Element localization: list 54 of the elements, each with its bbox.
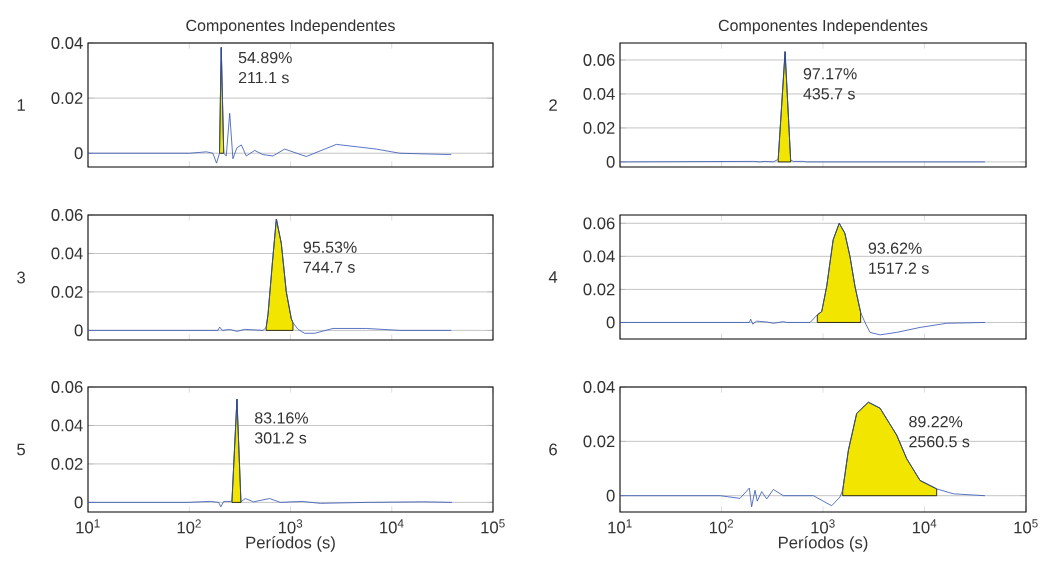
- y-tick-label: 0: [74, 496, 83, 509]
- y-tick-label: 0.02: [51, 92, 83, 105]
- x-tick-label: 10$^{4}$: [380, 519, 404, 534]
- x-tick-label: 10$^{3}$: [811, 519, 835, 534]
- y-axis-title: 5: [17, 443, 25, 456]
- y-tick-label: 0.06: [51, 381, 83, 393]
- y-tick-label: 0: [74, 147, 83, 160]
- x-tick-label: 10$^{1}$: [608, 519, 632, 534]
- annotation: 83.16%: [255, 412, 309, 424]
- x-tick-label: 10$^{5}$: [1014, 519, 1038, 534]
- y-tick-label: 0: [606, 489, 615, 502]
- y-tick-label: 0.02: [583, 435, 615, 448]
- annotation: 2560.5 s: [909, 436, 970, 448]
- y-tick-label: 0.04: [51, 419, 83, 432]
- y-tick-label: 0.02: [51, 458, 83, 470]
- y-tick-label: 0.04: [583, 88, 615, 100]
- annotation: 89.22%: [909, 416, 963, 428]
- x-tick-label: 10$^{2}$: [177, 519, 201, 534]
- x-tick-label: 10$^{1}$: [76, 519, 100, 534]
- y-axis-title: 6: [549, 443, 557, 456]
- y-tick-label: 0.04: [583, 250, 615, 263]
- y-axis-title: 4: [548, 271, 558, 283]
- y-axis-title: 1: [17, 99, 25, 111]
- annotation: 435.7 s: [803, 88, 855, 100]
- y-tick-label: 0.02: [583, 122, 615, 134]
- annotation: 744.7 s: [303, 261, 355, 273]
- x-tick-label: 10$^{4}$: [912, 519, 937, 534]
- y-tick-label: 0.02: [51, 286, 83, 298]
- chart-title: Componentes Independentes: [718, 19, 928, 35]
- y-axis-title: 3: [17, 271, 25, 284]
- y-tick-label: 0.04: [51, 247, 83, 260]
- annotation: 301.2 s: [254, 432, 307, 444]
- annotation: 93.62%: [868, 242, 922, 254]
- y-tick-label: 0: [606, 156, 615, 168]
- annotation: 95.53%: [303, 241, 357, 253]
- x-tick-label: 10$^{2}$: [709, 519, 734, 534]
- x-tick-label: 10$^{5}$: [481, 519, 505, 534]
- y-axis-title: 2: [549, 99, 557, 111]
- y-tick-label: 0.04: [583, 381, 615, 393]
- y-tick-label: 0.02: [583, 283, 615, 296]
- y-tick-label: 0.04: [51, 37, 83, 49]
- annotation: 97.17%: [803, 68, 857, 80]
- annotation: 1517.2 s: [869, 262, 929, 274]
- x-axis-title: Períodos (s): [246, 535, 335, 552]
- x-tick-label: 10$^{3}$: [278, 519, 303, 534]
- y-tick-label: 0.06: [583, 217, 615, 230]
- chart-title: Componentes Independentes: [186, 19, 395, 35]
- y-tick-label: 0: [606, 316, 615, 329]
- annotation: 211.1 s: [238, 71, 289, 84]
- y-tick-label: 0: [74, 324, 83, 337]
- annotation: 54.89%: [238, 51, 292, 64]
- y-tick-label: 0.06: [583, 54, 615, 66]
- y-tick-label: 0.06: [51, 209, 83, 221]
- x-axis-title: Períodos (s): [778, 535, 868, 552]
